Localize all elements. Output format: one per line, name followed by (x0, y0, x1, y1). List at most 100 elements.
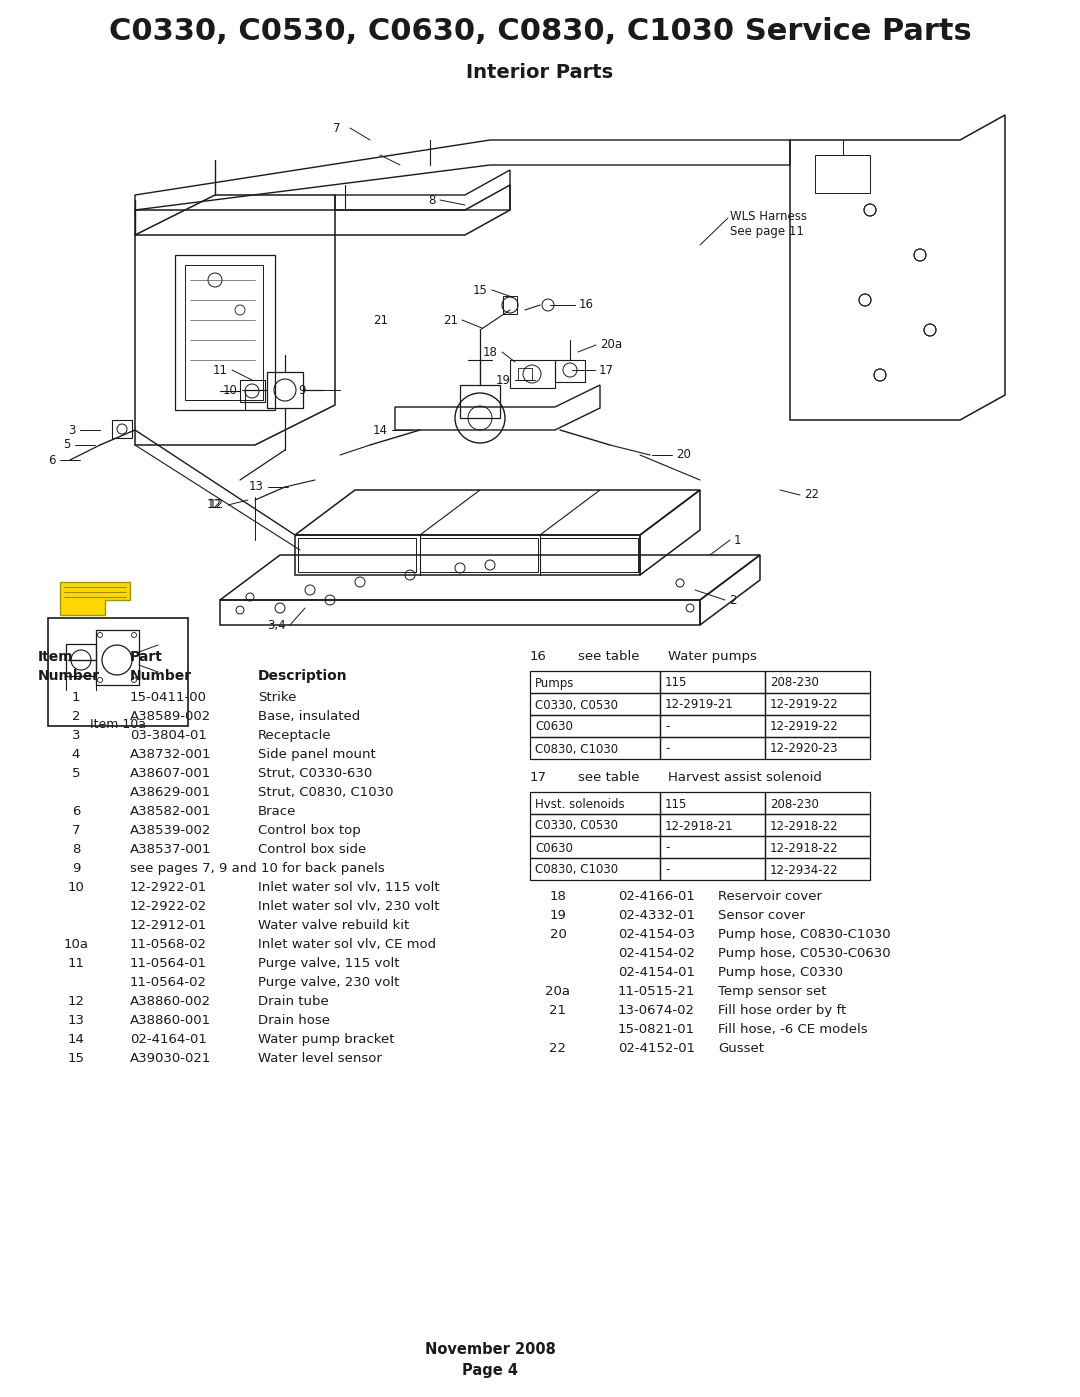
Text: Pumps: Pumps (535, 676, 575, 690)
Text: 12-2918-22: 12-2918-22 (770, 820, 839, 833)
Text: 12: 12 (67, 995, 84, 1009)
Text: 7: 7 (333, 122, 340, 134)
Text: A38537-001: A38537-001 (130, 842, 212, 856)
Text: 10: 10 (224, 384, 238, 397)
Text: 208-230: 208-230 (770, 798, 819, 810)
Text: Water pumps: Water pumps (669, 650, 757, 664)
Bar (660, 693, 765, 715)
Text: Harvest assist solenoid: Harvest assist solenoid (669, 771, 822, 784)
Text: 02-4332-01: 02-4332-01 (618, 909, 696, 922)
Text: 2: 2 (71, 710, 80, 724)
Text: 13-0674-02: 13-0674-02 (618, 1004, 696, 1017)
Text: Brace: Brace (258, 805, 296, 819)
Text: Page 4: Page 4 (462, 1362, 518, 1377)
Text: 12-2919-22: 12-2919-22 (770, 698, 839, 711)
Bar (510, 360, 555, 388)
Bar (660, 835, 765, 858)
Text: Hvst. solenoids: Hvst. solenoids (535, 798, 624, 810)
Text: November 2008: November 2008 (424, 1343, 555, 1358)
Text: 12: 12 (207, 499, 222, 511)
Text: see table: see table (578, 650, 639, 664)
Text: 20a: 20a (600, 338, 622, 352)
Text: 20a: 20a (545, 985, 570, 997)
Text: 12-2922-01: 12-2922-01 (130, 882, 207, 894)
Text: 15: 15 (473, 284, 488, 296)
Text: C0330, C0530, C0630, C0830, C1030 Service Parts: C0330, C0530, C0630, C0830, C1030 Servic… (109, 18, 971, 46)
Text: 12-2920-23: 12-2920-23 (770, 742, 838, 756)
Text: Pump hose, C0830-C1030: Pump hose, C0830-C1030 (718, 928, 891, 942)
Text: Strike: Strike (258, 692, 296, 704)
Text: 03-3804-01: 03-3804-01 (130, 729, 207, 742)
Bar (765, 738, 870, 759)
Text: 22: 22 (550, 1042, 567, 1055)
Text: A39030-021: A39030-021 (130, 1052, 212, 1065)
Text: 10: 10 (68, 882, 84, 894)
Bar (765, 858, 870, 880)
Text: see pages 7, 9 and 10 for back panels: see pages 7, 9 and 10 for back panels (130, 862, 384, 875)
Text: 12-2912-01: 12-2912-01 (130, 919, 207, 932)
Text: 1: 1 (734, 534, 742, 546)
Text: A38629-001: A38629-001 (130, 787, 212, 799)
Text: 20: 20 (550, 928, 566, 942)
Text: Fill hose order by ft: Fill hose order by ft (718, 1004, 847, 1017)
Text: 15-0411-00: 15-0411-00 (130, 692, 207, 704)
Bar (420, 538, 538, 571)
Text: 11: 11 (213, 363, 228, 377)
Text: 02-4166-01: 02-4166-01 (618, 890, 694, 902)
Text: 18: 18 (550, 890, 566, 902)
Text: Receptacle: Receptacle (258, 729, 332, 742)
Bar (530, 858, 660, 880)
Bar (530, 693, 660, 715)
Text: 13: 13 (249, 481, 264, 493)
Text: 10a: 10a (64, 937, 89, 951)
Text: Description: Description (258, 669, 348, 683)
Bar (555, 360, 585, 381)
Text: 21: 21 (550, 1004, 567, 1017)
Text: Control box side: Control box side (258, 842, 366, 856)
Text: 15-0821-01: 15-0821-01 (618, 1023, 696, 1037)
Text: Water pump bracket: Water pump bracket (258, 1032, 394, 1046)
Text: WLS Harness
See page 11: WLS Harness See page 11 (730, 210, 807, 237)
Text: Side panel mount: Side panel mount (258, 747, 376, 761)
Text: Drain hose: Drain hose (258, 1014, 330, 1027)
Bar (112, 420, 132, 439)
Bar (765, 693, 870, 715)
Polygon shape (60, 583, 130, 615)
Text: 9: 9 (298, 384, 306, 397)
Bar (765, 835, 870, 858)
Text: C0330, C0530: C0330, C0530 (535, 820, 618, 833)
Bar (660, 814, 765, 835)
Bar (815, 155, 870, 193)
Bar (530, 835, 660, 858)
Text: 5: 5 (64, 439, 71, 451)
Text: 4: 4 (71, 747, 80, 761)
Text: 16: 16 (529, 650, 546, 664)
Bar (540, 538, 638, 571)
Bar (267, 372, 303, 408)
Text: Item: Item (38, 650, 73, 664)
Text: Control box top: Control box top (258, 824, 361, 837)
Bar (185, 265, 264, 400)
Text: A38732-001: A38732-001 (130, 747, 212, 761)
Bar (530, 814, 660, 835)
Text: C0330, C0530: C0330, C0530 (535, 698, 618, 711)
Text: 21: 21 (373, 313, 388, 327)
Text: 14: 14 (68, 1032, 84, 1046)
Text: 11-0515-21: 11-0515-21 (618, 985, 696, 997)
Text: Pump hose, C0530-C0630: Pump hose, C0530-C0630 (718, 947, 891, 960)
Text: 1: 1 (71, 692, 80, 704)
Text: 02-4154-01: 02-4154-01 (618, 965, 696, 979)
Text: 14: 14 (373, 423, 388, 436)
Text: -: - (665, 742, 670, 756)
Text: 02-4164-01: 02-4164-01 (130, 1032, 207, 1046)
Text: 02-4154-02: 02-4154-02 (618, 947, 696, 960)
Text: A38539-002: A38539-002 (130, 824, 212, 837)
Text: Base, insulated: Base, insulated (258, 710, 361, 724)
Text: -: - (665, 863, 670, 876)
Text: Sensor cover: Sensor cover (718, 909, 805, 922)
Text: 208-230: 208-230 (770, 676, 819, 690)
Text: C0630: C0630 (535, 841, 572, 855)
Text: Inlet water sol vlv, 230 volt: Inlet water sol vlv, 230 volt (258, 900, 440, 914)
Text: Strut, C0830, C1030: Strut, C0830, C1030 (258, 787, 393, 799)
Text: Inlet water sol vlv, CE mod: Inlet water sol vlv, CE mod (258, 937, 436, 951)
